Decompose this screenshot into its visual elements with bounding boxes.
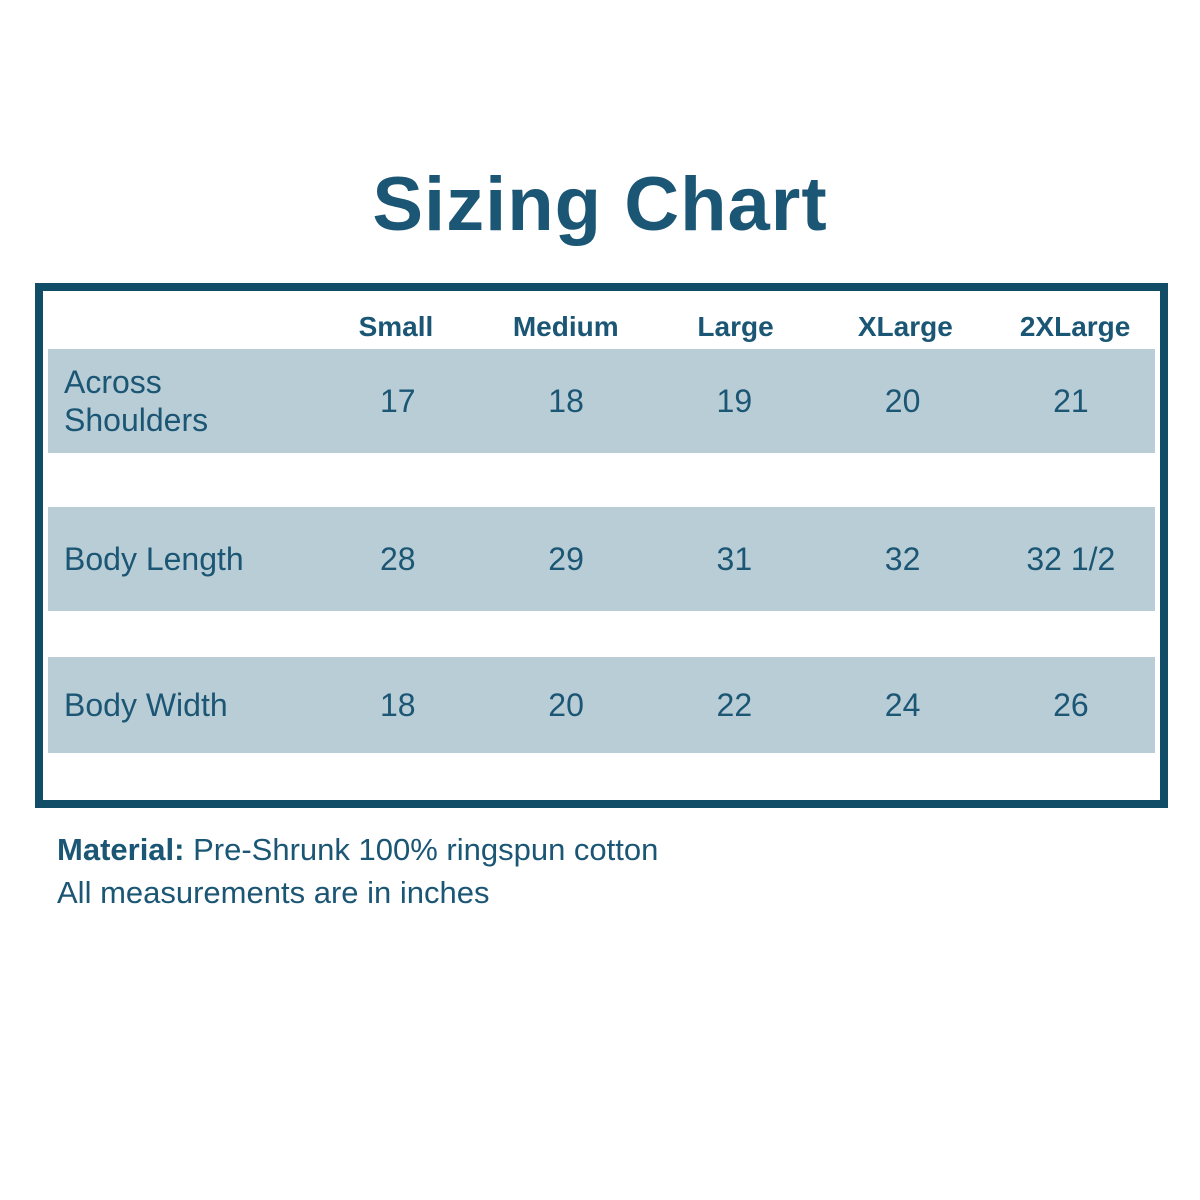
page-title: Sizing Chart bbox=[372, 162, 828, 247]
material-value: Pre-Shrunk 100% ringspun cotton bbox=[193, 832, 659, 867]
material-line: Material: Pre-Shrunk 100% ringspun cotto… bbox=[57, 828, 1200, 871]
row-label: Body Width bbox=[64, 687, 228, 723]
material-label: Material: bbox=[57, 832, 185, 867]
table-row-across-shoulders: Across Shoulders 17 18 19 20 21 bbox=[48, 349, 1155, 453]
cell-value: 19 bbox=[716, 382, 753, 419]
row-spacer bbox=[43, 453, 1160, 507]
column-header-xlarge: XLarge bbox=[857, 311, 953, 342]
column-header-large: Large bbox=[697, 311, 774, 342]
column-header-2xlarge: 2XLarge bbox=[1019, 311, 1131, 342]
row-spacer bbox=[43, 611, 1160, 657]
measurement-note: All measurements are in inches bbox=[57, 875, 490, 910]
cell-value: 20 bbox=[548, 686, 584, 723]
cell-value: 22 bbox=[716, 686, 753, 723]
cell-value: 28 bbox=[380, 540, 416, 577]
column-header-small: Small bbox=[358, 311, 434, 342]
row-label: Body Length bbox=[64, 541, 244, 577]
cell-value: 29 bbox=[548, 540, 584, 577]
cell-value: 24 bbox=[884, 686, 921, 723]
cell-value: 17 bbox=[380, 382, 416, 419]
table-header-row: Small Medium Large XLarge 2XLarge bbox=[43, 291, 1160, 349]
footer-notes: Material: Pre-Shrunk 100% ringspun cotto… bbox=[57, 828, 1200, 914]
cell-value: 32 bbox=[884, 540, 921, 577]
sizing-table: Small Medium Large XLarge 2XLarge Across… bbox=[35, 283, 1168, 808]
cell-value: 18 bbox=[548, 382, 584, 419]
table-row-body-length: Body Length 28 29 31 32 32 1/2 bbox=[48, 507, 1155, 611]
cell-value: 32 1/2 bbox=[1026, 540, 1116, 577]
cell-value: 20 bbox=[884, 382, 921, 419]
column-header-medium: Medium bbox=[512, 311, 619, 342]
cell-value: 18 bbox=[380, 686, 416, 723]
cell-value: 21 bbox=[1053, 382, 1089, 419]
cell-value: 26 bbox=[1053, 686, 1089, 723]
table-row-body-width: Body Width 18 20 22 24 26 bbox=[48, 657, 1155, 753]
row-label: Across Shoulders bbox=[64, 364, 209, 438]
cell-value: 31 bbox=[716, 540, 753, 577]
